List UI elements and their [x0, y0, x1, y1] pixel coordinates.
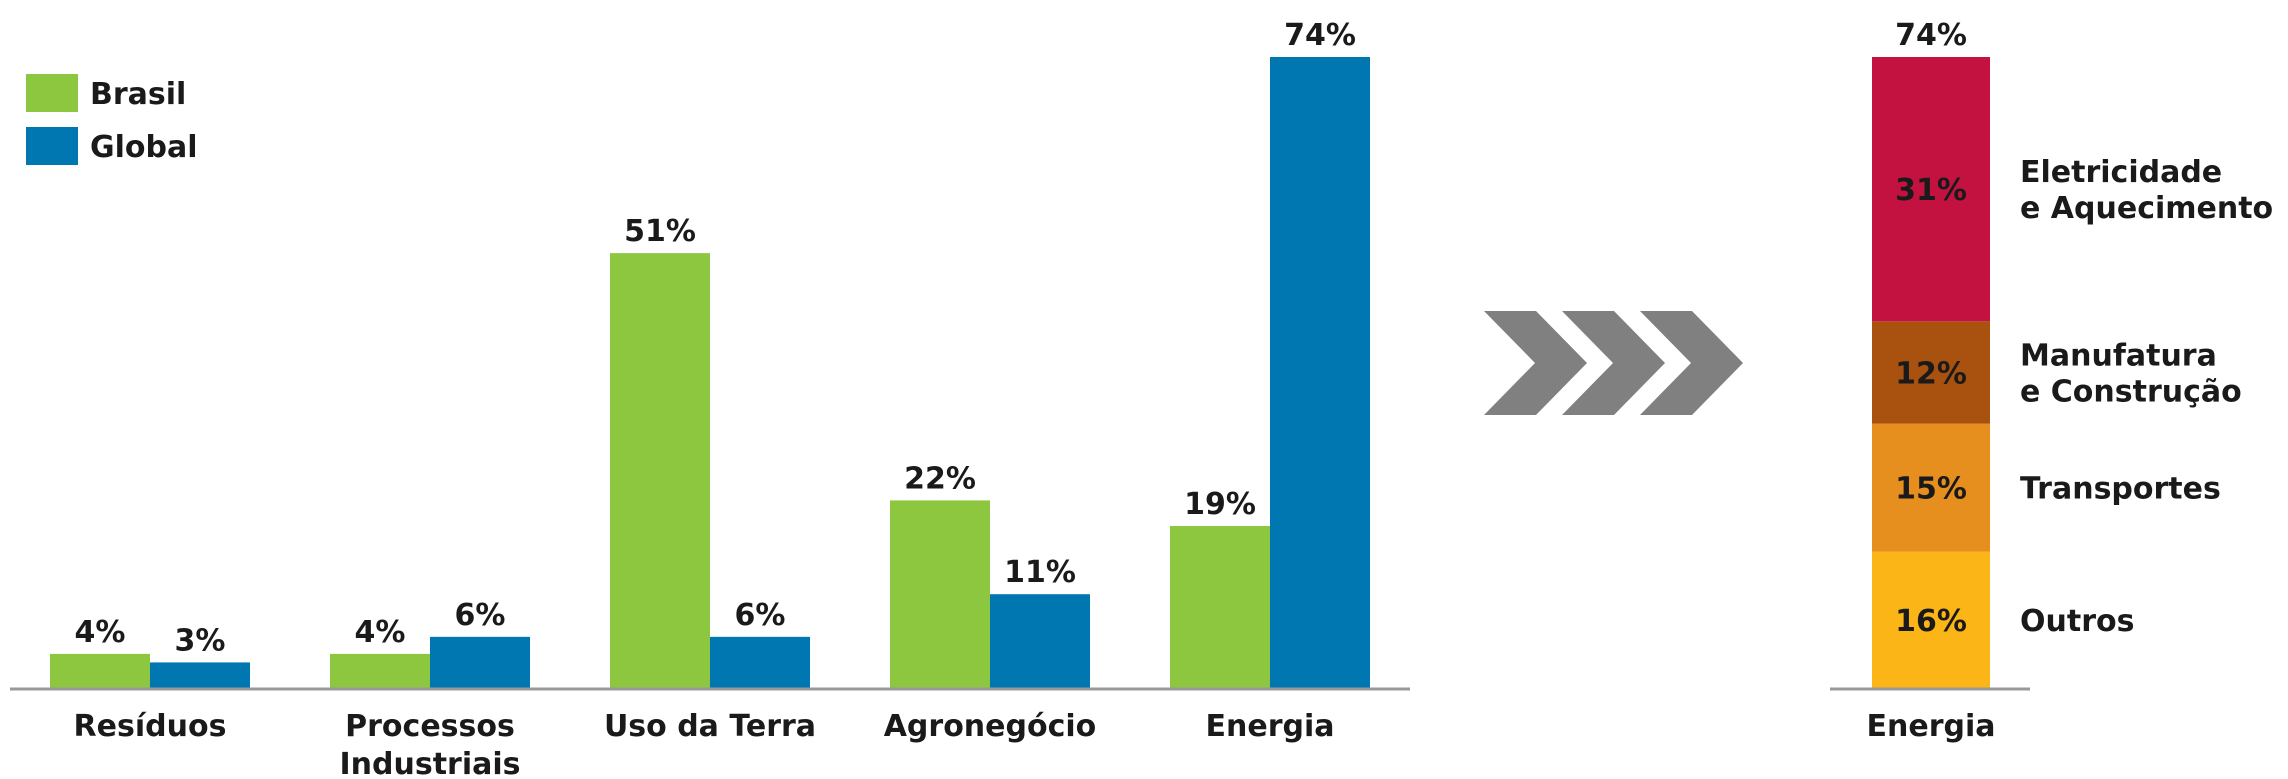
bar-brasil-1 [50, 653, 150, 688]
stacked-segment-3 [1872, 423, 1990, 552]
segment-name-2: Manufatura [2020, 339, 2217, 374]
stacked-total-label: 74% [1895, 18, 1967, 53]
segment-value-label-4: 16% [1895, 604, 1967, 639]
legend-label-brasil: Brasil [90, 77, 186, 112]
bar-global-3 [710, 636, 810, 688]
segment-name-1-line2: e Aquecimento [2020, 191, 2273, 226]
segment-value-label-3: 15% [1895, 472, 1967, 507]
data-label-brasil-3: 51% [624, 214, 696, 249]
segment-name-2-line2: e Construção [2020, 375, 2242, 410]
segment-name-1: Eletricidade [2020, 155, 2222, 190]
stacked-segment-4 [1872, 551, 1990, 688]
legend-label-global: Global [90, 130, 198, 165]
data-label-global-2: 6% [455, 598, 506, 633]
bar-global-5 [1270, 57, 1370, 688]
x-tick-label-4: Agronegócio [884, 709, 1097, 744]
legend-swatch-global [26, 127, 78, 165]
bar-brasil-3 [610, 253, 710, 688]
data-label-brasil-1: 4% [75, 615, 126, 650]
x-tick-label-3: Uso da Terra [604, 709, 816, 744]
bar-global-2 [430, 636, 530, 688]
data-label-global-3: 6% [735, 598, 786, 633]
bar-brasil-5 [1170, 525, 1270, 688]
segment-name-3: Transportes [2020, 472, 2221, 507]
x-tick-label-energia-right: Energia [1867, 709, 1996, 744]
x-tick-label-2: Processos [345, 709, 515, 744]
data-label-global-4: 11% [1004, 555, 1076, 590]
data-label-brasil-4: 22% [904, 461, 976, 496]
bar-brasil-2 [330, 653, 430, 688]
data-label-brasil-5: 19% [1184, 487, 1256, 522]
legend-swatch-brasil [26, 74, 78, 112]
x-tick-label-5: Energia [1206, 709, 1335, 744]
stacked-segment-2 [1872, 321, 1990, 424]
bar-global-4 [990, 594, 1090, 688]
segment-name-4: Outros [2020, 604, 2134, 639]
bar-global-1 [150, 662, 250, 688]
chevron-1 [1484, 311, 1587, 415]
data-label-global-1: 3% [175, 623, 226, 658]
chevron-2 [1562, 311, 1665, 415]
x-tick-label-1: Resíduos [74, 709, 227, 744]
segment-value-label-1: 31% [1895, 173, 1967, 208]
stacked-segment-1 [1872, 57, 1990, 322]
bar-brasil-4 [890, 500, 990, 688]
data-label-brasil-2: 4% [355, 615, 406, 650]
data-label-global-5: 74% [1284, 18, 1356, 53]
x-tick-label-2-line2: Industriais [339, 747, 520, 779]
triple-chevron-arrow-icon [1484, 311, 1743, 415]
segment-value-label-2: 12% [1895, 357, 1967, 392]
chevron-3 [1640, 311, 1743, 415]
